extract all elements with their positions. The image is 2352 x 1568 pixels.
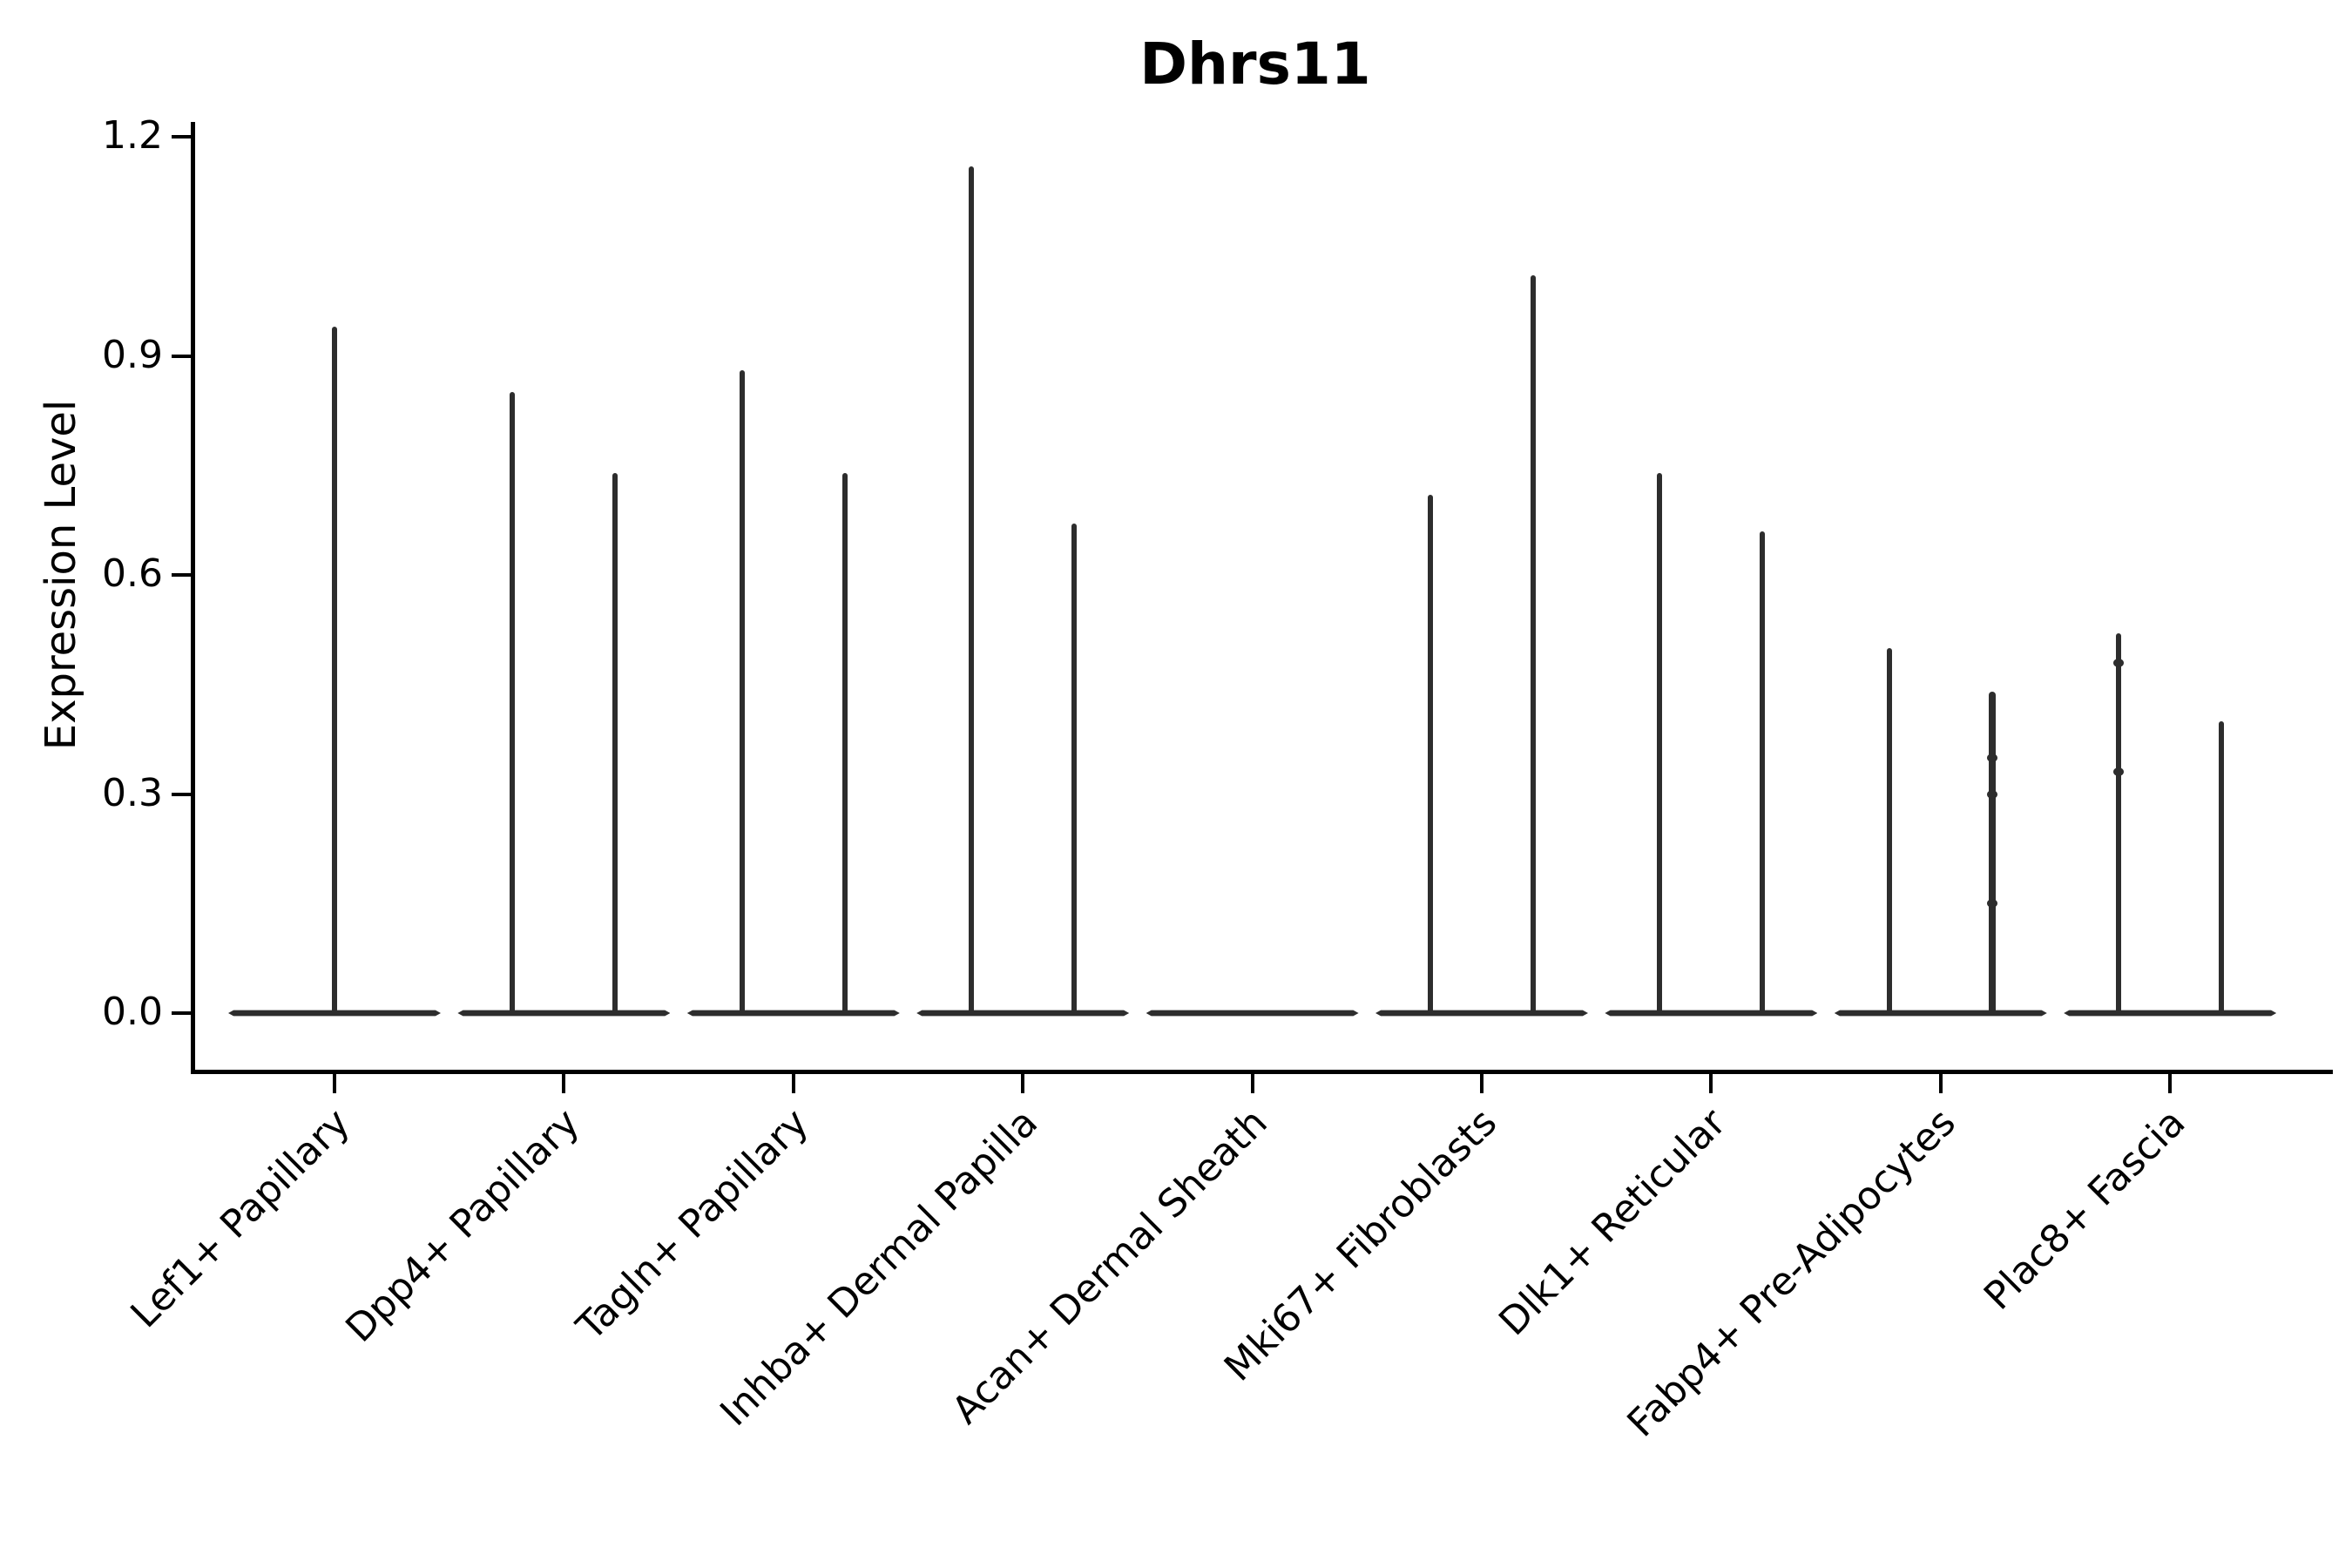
violin-knot <box>1986 753 1997 762</box>
violin-spike <box>1988 692 1996 1013</box>
violin-baseline <box>228 1010 441 1017</box>
violin-knot <box>1986 899 1997 909</box>
violin-spike <box>1657 472 1663 1013</box>
violin-baseline <box>1146 1010 1359 1017</box>
x-tick-mark <box>1480 1074 1484 1093</box>
violin-spike <box>1886 647 1892 1013</box>
violin-spike <box>969 166 975 1013</box>
violin-spike <box>510 392 516 1013</box>
violin-spike <box>612 472 618 1013</box>
violin-spike <box>739 370 745 1013</box>
x-tick-mark <box>791 1074 795 1093</box>
violin-knot <box>2113 767 2125 777</box>
x-tick-mark <box>1709 1074 1713 1093</box>
x-tick-label: Dpp4+ Papillary <box>336 1100 588 1351</box>
violin-baseline <box>457 1010 671 1017</box>
y-tick-label: 0.9 <box>102 332 163 377</box>
violin-spike <box>2116 633 2122 1013</box>
y-tick-mark <box>172 1011 191 1015</box>
violin-spike <box>1531 275 1536 1013</box>
violin-baseline <box>1605 1010 1818 1017</box>
x-tick-mark <box>562 1074 566 1093</box>
chart-title: Dhrs11 <box>1139 30 1371 98</box>
violin-spike <box>1760 531 1766 1013</box>
x-tick-mark <box>1250 1074 1254 1093</box>
violin-spike <box>1428 494 1433 1013</box>
x-tick-label: Lef1+ Papillary <box>122 1100 359 1337</box>
x-tick-mark <box>1938 1074 1943 1093</box>
y-tick-mark <box>172 792 191 796</box>
x-tick-mark <box>2168 1074 2173 1093</box>
y-tick-mark <box>172 354 191 358</box>
y-tick-label: 1.2 <box>102 113 163 159</box>
x-tick-label: Tagln+ Papillary <box>568 1100 818 1349</box>
violin-baseline <box>916 1010 1130 1017</box>
x-tick-label: Plac8+ Fascia <box>1975 1100 2194 1319</box>
y-tick-label: 0.3 <box>102 770 163 815</box>
y-tick-label: 0.6 <box>102 551 163 597</box>
y-tick-mark <box>172 135 191 139</box>
violin-spike <box>841 472 848 1013</box>
violin-baseline <box>1834 1010 2047 1017</box>
y-tick-label: 0.0 <box>102 990 163 1034</box>
x-tick-mark <box>1021 1074 1025 1093</box>
y-axis-spine <box>191 122 195 1074</box>
violin-baseline <box>2064 1010 2277 1017</box>
violin-baseline <box>686 1010 900 1017</box>
violin-spike <box>2219 720 2225 1013</box>
violin-spike <box>1071 524 1078 1013</box>
violin-spike <box>332 326 337 1013</box>
violin-knot <box>2113 658 2125 667</box>
violin-knot <box>1986 789 1997 799</box>
x-axis-spine <box>191 1070 2333 1074</box>
x-tick-mark <box>333 1074 336 1093</box>
violin-baseline <box>1375 1010 1588 1017</box>
x-tick-label: Dlk1+ Reticular <box>1490 1100 1735 1345</box>
y-tick-mark <box>172 573 191 578</box>
